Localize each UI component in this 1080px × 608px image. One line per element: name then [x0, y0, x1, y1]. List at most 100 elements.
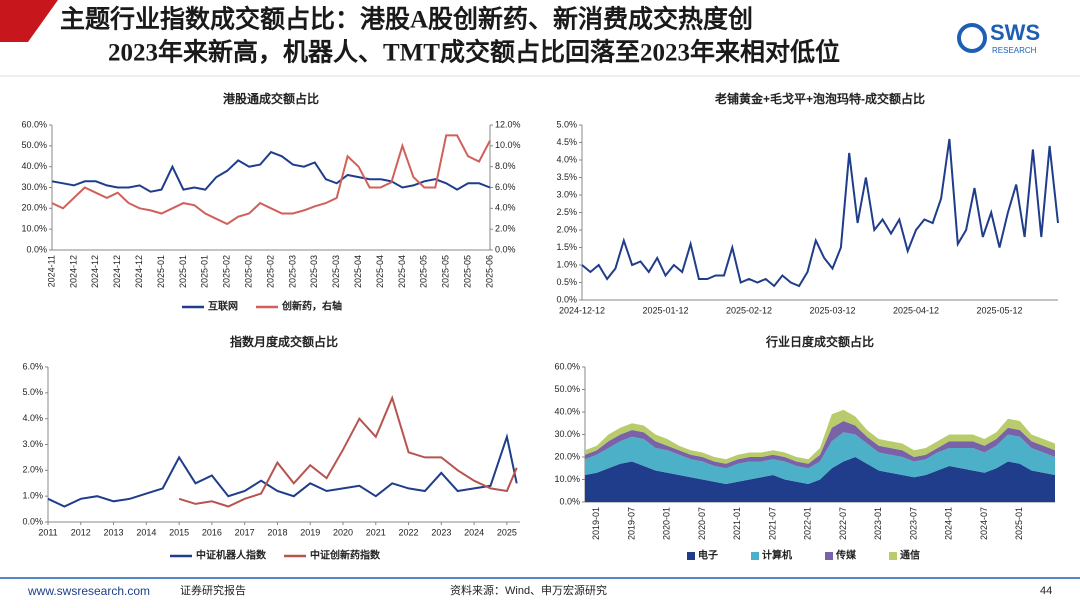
x-tick-label: 2025-05 — [441, 255, 451, 288]
x-tick-label: 2023-07 — [908, 507, 918, 540]
x-tick-label: 2018 — [267, 527, 287, 537]
x-tick-label: 2012 — [71, 527, 91, 537]
y-tick-label: 60.0% — [554, 361, 580, 371]
y-tick-label: 4.5% — [556, 137, 577, 147]
y-tick-label: 5.0% — [22, 387, 43, 397]
x-tick-label: 2025-04-12 — [893, 305, 939, 315]
series-line — [51, 150, 491, 193]
x-tick-label: 2025-02-12 — [726, 305, 772, 315]
footer-source: 资料来源：Wind、申万宏源研究 — [450, 583, 607, 597]
y-tick-label: 20.0% — [21, 203, 47, 213]
x-tick-label: 2017 — [235, 527, 255, 537]
legend-label: 传媒 — [835, 549, 857, 562]
y-tick-label: 50.0% — [554, 384, 580, 394]
header-accent — [0, 0, 58, 42]
y-tick-label: 2.0% — [22, 465, 43, 475]
y2-tick-label: 10.0% — [495, 140, 521, 150]
series-line — [47, 432, 518, 508]
y2-tick-label: 12.0% — [495, 119, 521, 129]
x-tick-label: 2020-07 — [697, 507, 707, 540]
series-line — [178, 395, 518, 508]
series-line — [581, 138, 1059, 288]
x-tick-label: 2024-11 — [46, 255, 56, 287]
y-tick-label: 2.5% — [556, 207, 577, 217]
x-tick-label: 2025-03-12 — [810, 305, 856, 315]
x-tick-label: 2021-07 — [767, 507, 777, 540]
legend-swatch — [687, 552, 695, 560]
x-tick-label: 2024-12 — [90, 255, 100, 288]
y-tick-label: 10.0% — [21, 224, 47, 234]
x-tick-label: 2021-01 — [732, 507, 742, 540]
y-tick-label: 40.0% — [21, 161, 47, 171]
y2-tick-label: 6.0% — [495, 182, 516, 192]
legend-label: 创新药，右轴 — [281, 300, 342, 313]
y-tick-label: 5.0% — [556, 119, 577, 129]
x-tick-label: 2025 — [497, 527, 517, 537]
legend-swatch — [751, 552, 759, 560]
x-tick-label: 2025-01 — [178, 255, 188, 288]
x-tick-label: 2024-07 — [979, 507, 989, 540]
x-tick-label: 2025-05-12 — [977, 305, 1023, 315]
x-tick-label: 2019-07 — [626, 507, 636, 540]
logo-sub: RESEARCH — [992, 46, 1037, 55]
x-tick-label: 2024-12 — [68, 255, 78, 288]
series-area — [585, 421, 1055, 469]
x-tick-label: 2024-01 — [944, 507, 954, 540]
logo: SWS RESEARCH — [957, 20, 1040, 55]
x-tick-label: 2024-12 — [112, 255, 122, 288]
y-tick-label: 0.0% — [26, 244, 47, 254]
y2-tick-label: 4.0% — [495, 203, 516, 213]
x-tick-label: 2025-05 — [419, 255, 429, 288]
y-tick-label: 3.0% — [22, 439, 43, 449]
x-tick-label: 2025-04 — [375, 255, 385, 288]
y-tick-label: 60.0% — [21, 119, 47, 129]
x-tick-label: 2022 — [399, 527, 419, 537]
y-tick-label: 1.5% — [556, 242, 577, 252]
x-tick-label: 2025-04 — [397, 255, 407, 288]
y-tick-label: 10.0% — [554, 474, 580, 484]
chart-title: 指数月度成交额占比 — [230, 334, 338, 349]
y-tick-label: 3.0% — [556, 189, 577, 199]
title-line: 2023年来新高，机器人、TMT成交额占比回落至2023年来相对低位 — [108, 38, 840, 67]
footer-report: 证券研究报告 — [180, 583, 246, 597]
x-tick-label: 2022-07 — [838, 507, 848, 540]
x-tick-label: 2025-04 — [353, 255, 363, 288]
x-tick-label: 2025-02 — [222, 255, 232, 288]
page-number: 44 — [1040, 585, 1052, 597]
y-tick-label: 2.0% — [556, 224, 577, 234]
y-tick-label: 0.0% — [556, 294, 577, 304]
chart-title: 港股通成交额占比 — [223, 91, 319, 106]
y-tick-label: 0.0% — [559, 496, 580, 506]
y-tick-label: 6.0% — [22, 361, 43, 371]
x-tick-label: 2015 — [169, 527, 189, 537]
legend-swatch — [825, 552, 833, 560]
logo-text: SWS — [990, 20, 1040, 45]
y2-tick-label: 0.0% — [495, 244, 516, 254]
chart-title: 行业日度成交额占比 — [765, 334, 874, 349]
x-tick-label: 2025-03 — [331, 255, 341, 288]
legend-label: 计算机 — [762, 549, 792, 562]
y-tick-label: 4.0% — [22, 413, 43, 423]
y-tick-label: 40.0% — [554, 406, 580, 416]
y-tick-label: 3.5% — [556, 172, 577, 182]
x-tick-label: 2023-01 — [873, 507, 883, 540]
x-tick-label: 2019 — [300, 527, 320, 537]
chart-title: 老铺黄金+毛戈平+泡泡玛特-成交额占比 — [715, 91, 925, 106]
x-tick-label: 2020 — [333, 527, 353, 537]
series-area — [585, 432, 1055, 484]
legend-swatch — [889, 552, 897, 560]
x-tick-label: 2024 — [464, 527, 484, 537]
x-tick-label: 2022-01 — [803, 507, 813, 540]
x-tick-label: 2025-01 — [156, 255, 166, 288]
x-tick-label: 2013 — [104, 527, 124, 537]
y-tick-label: 1.0% — [22, 491, 43, 501]
legend-label: 中证机器人指数 — [196, 549, 267, 562]
series-line — [51, 134, 491, 226]
title-line: 主题行业指数成交额占比：港股A股创新药、新消费成交热度创 — [60, 5, 753, 34]
x-tick-label: 2025-03 — [287, 255, 297, 288]
legend-label: 中证创新药指数 — [310, 549, 381, 562]
y-tick-label: 1.0% — [556, 259, 577, 269]
x-tick-label: 2023 — [431, 527, 451, 537]
x-tick-label: 2011 — [38, 527, 57, 537]
